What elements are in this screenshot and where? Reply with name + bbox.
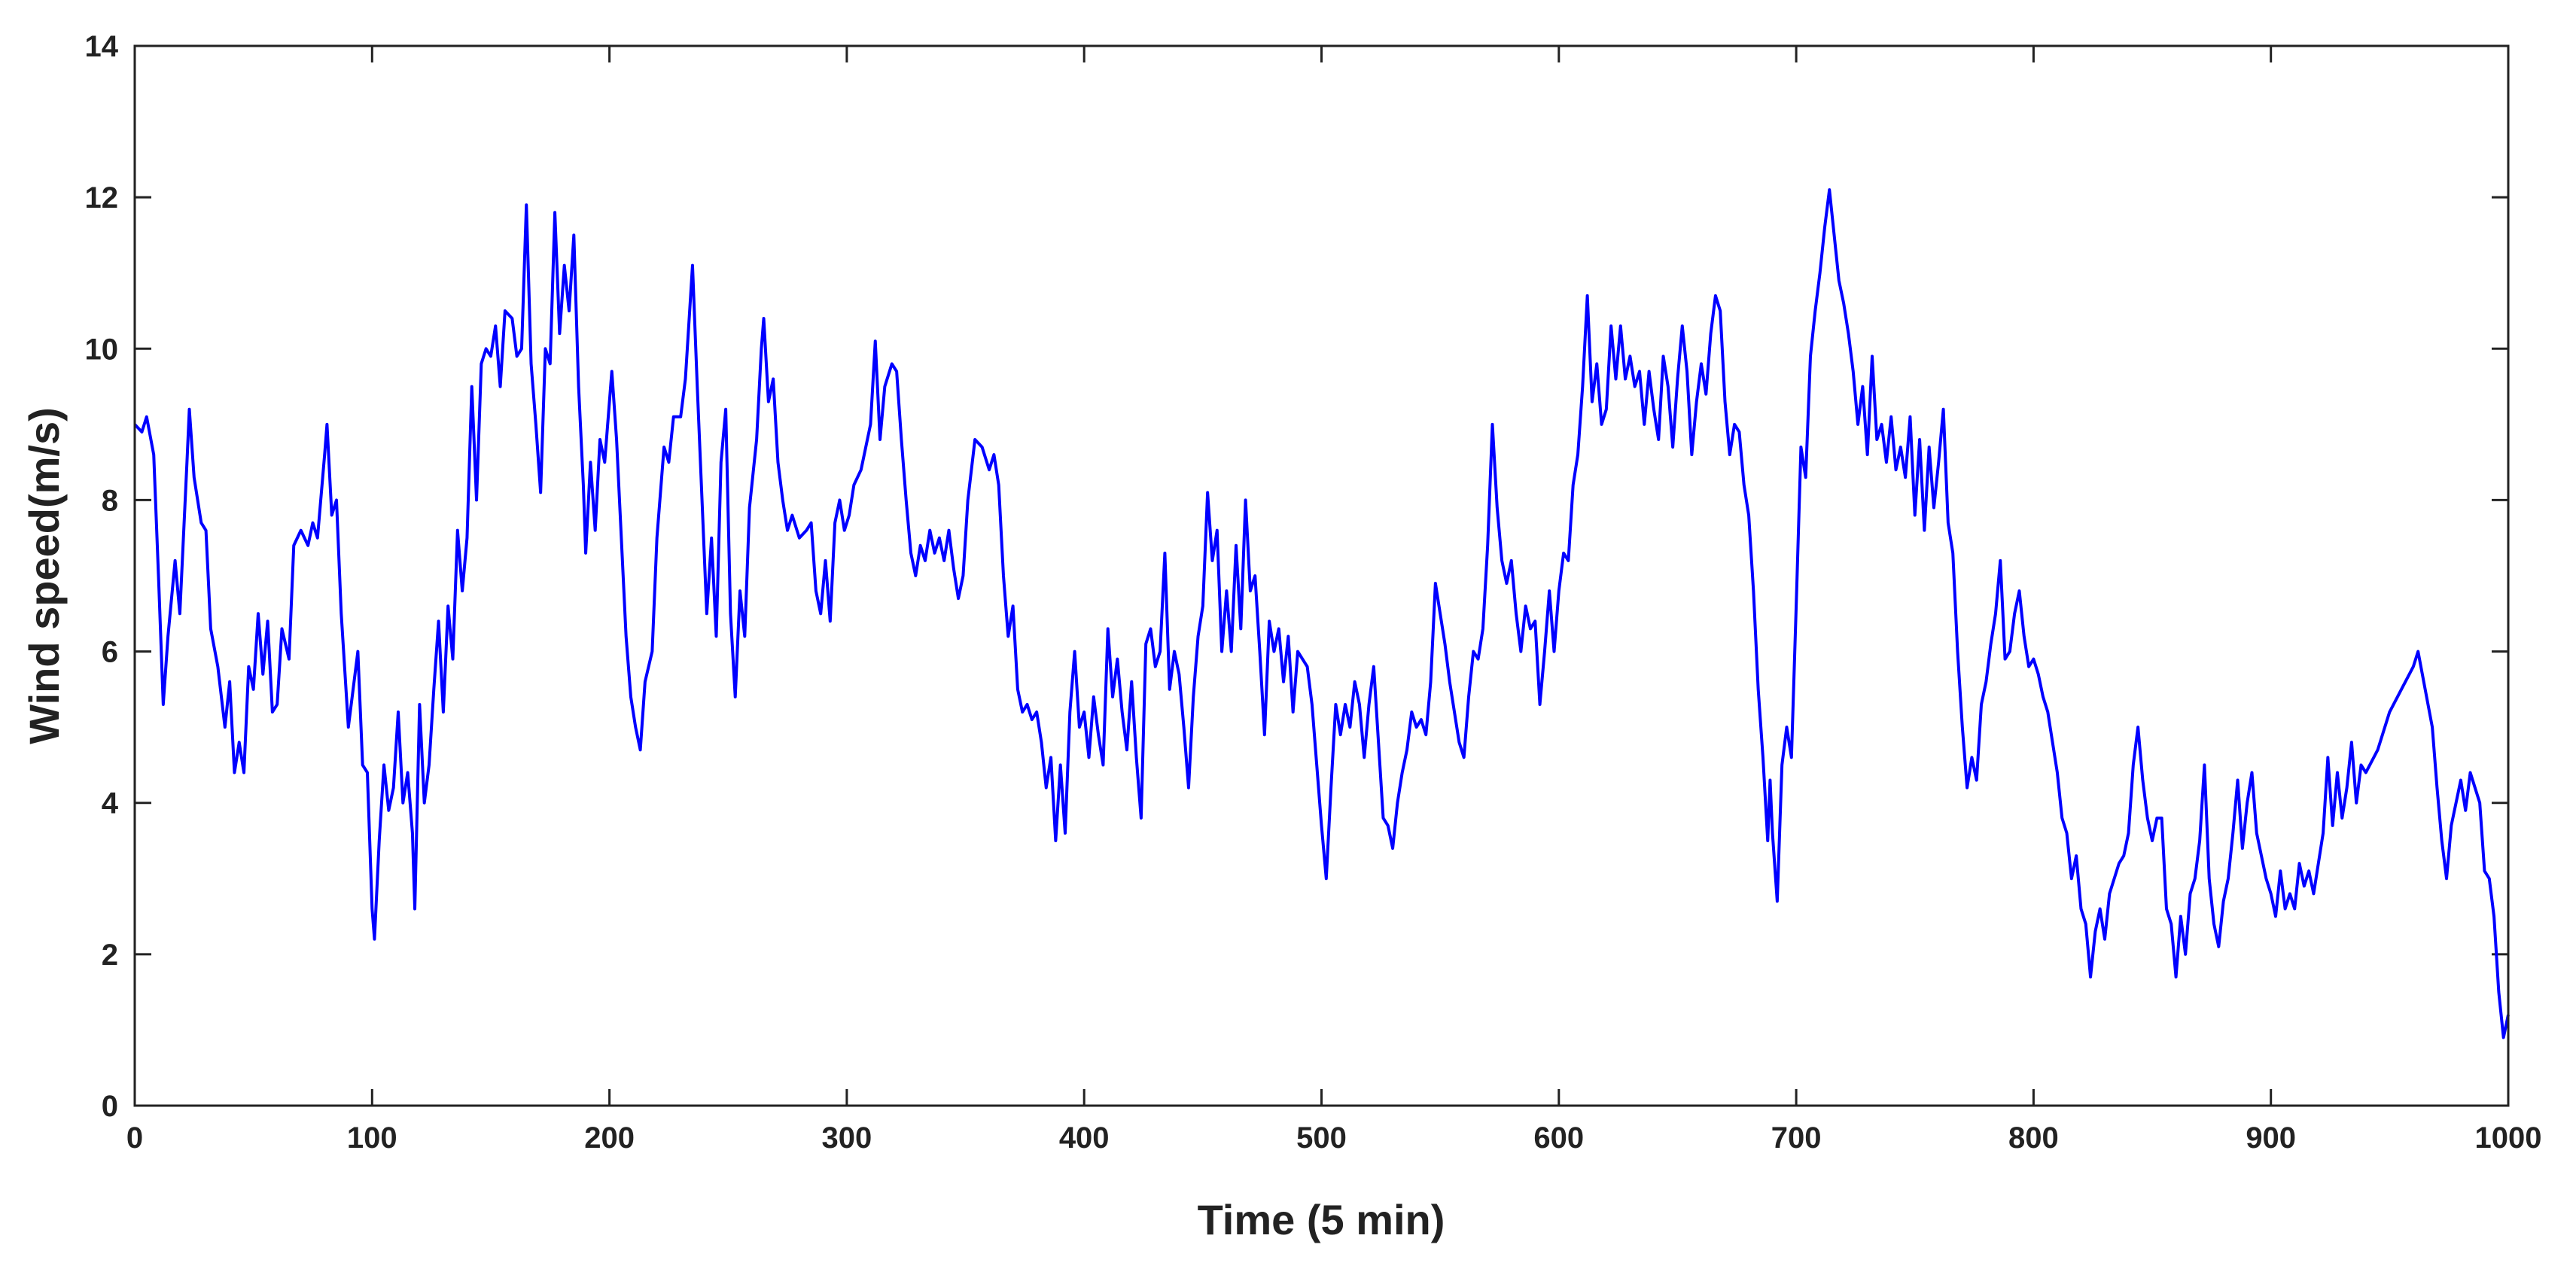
y-tick-label: 12: [85, 181, 119, 215]
y-axis-label: Wind speed(m/s): [20, 407, 68, 744]
y-tick-label: 10: [85, 333, 119, 366]
x-tick-label: 0: [126, 1121, 143, 1155]
x-tick-label: 500: [1296, 1121, 1347, 1155]
x-tick-label: 400: [1059, 1121, 1110, 1155]
y-tick-label: 6: [102, 636, 118, 669]
x-tick-label: 100: [347, 1121, 397, 1155]
x-axis-label: Time (5 min): [1198, 1196, 1445, 1243]
plot-frame: [133, 44, 2510, 1107]
x-tick-label: 800: [2008, 1121, 2059, 1155]
x-tick-label: 1000: [2475, 1121, 2542, 1155]
y-tick-label: 8: [102, 484, 118, 517]
y-tick-label: 0: [102, 1090, 118, 1123]
x-tick-label: 200: [584, 1121, 635, 1155]
data-line: [133, 188, 2510, 1039]
y-tick-label: 4: [102, 787, 119, 820]
x-tick-label: 600: [1533, 1121, 1584, 1155]
y-tick-label: 2: [102, 939, 118, 972]
x-tick-label: 700: [1771, 1121, 1822, 1155]
x-tick-label: 900: [2246, 1121, 2296, 1155]
y-tick-label: 14: [85, 30, 119, 63]
x-tick-label: 300: [822, 1121, 872, 1155]
